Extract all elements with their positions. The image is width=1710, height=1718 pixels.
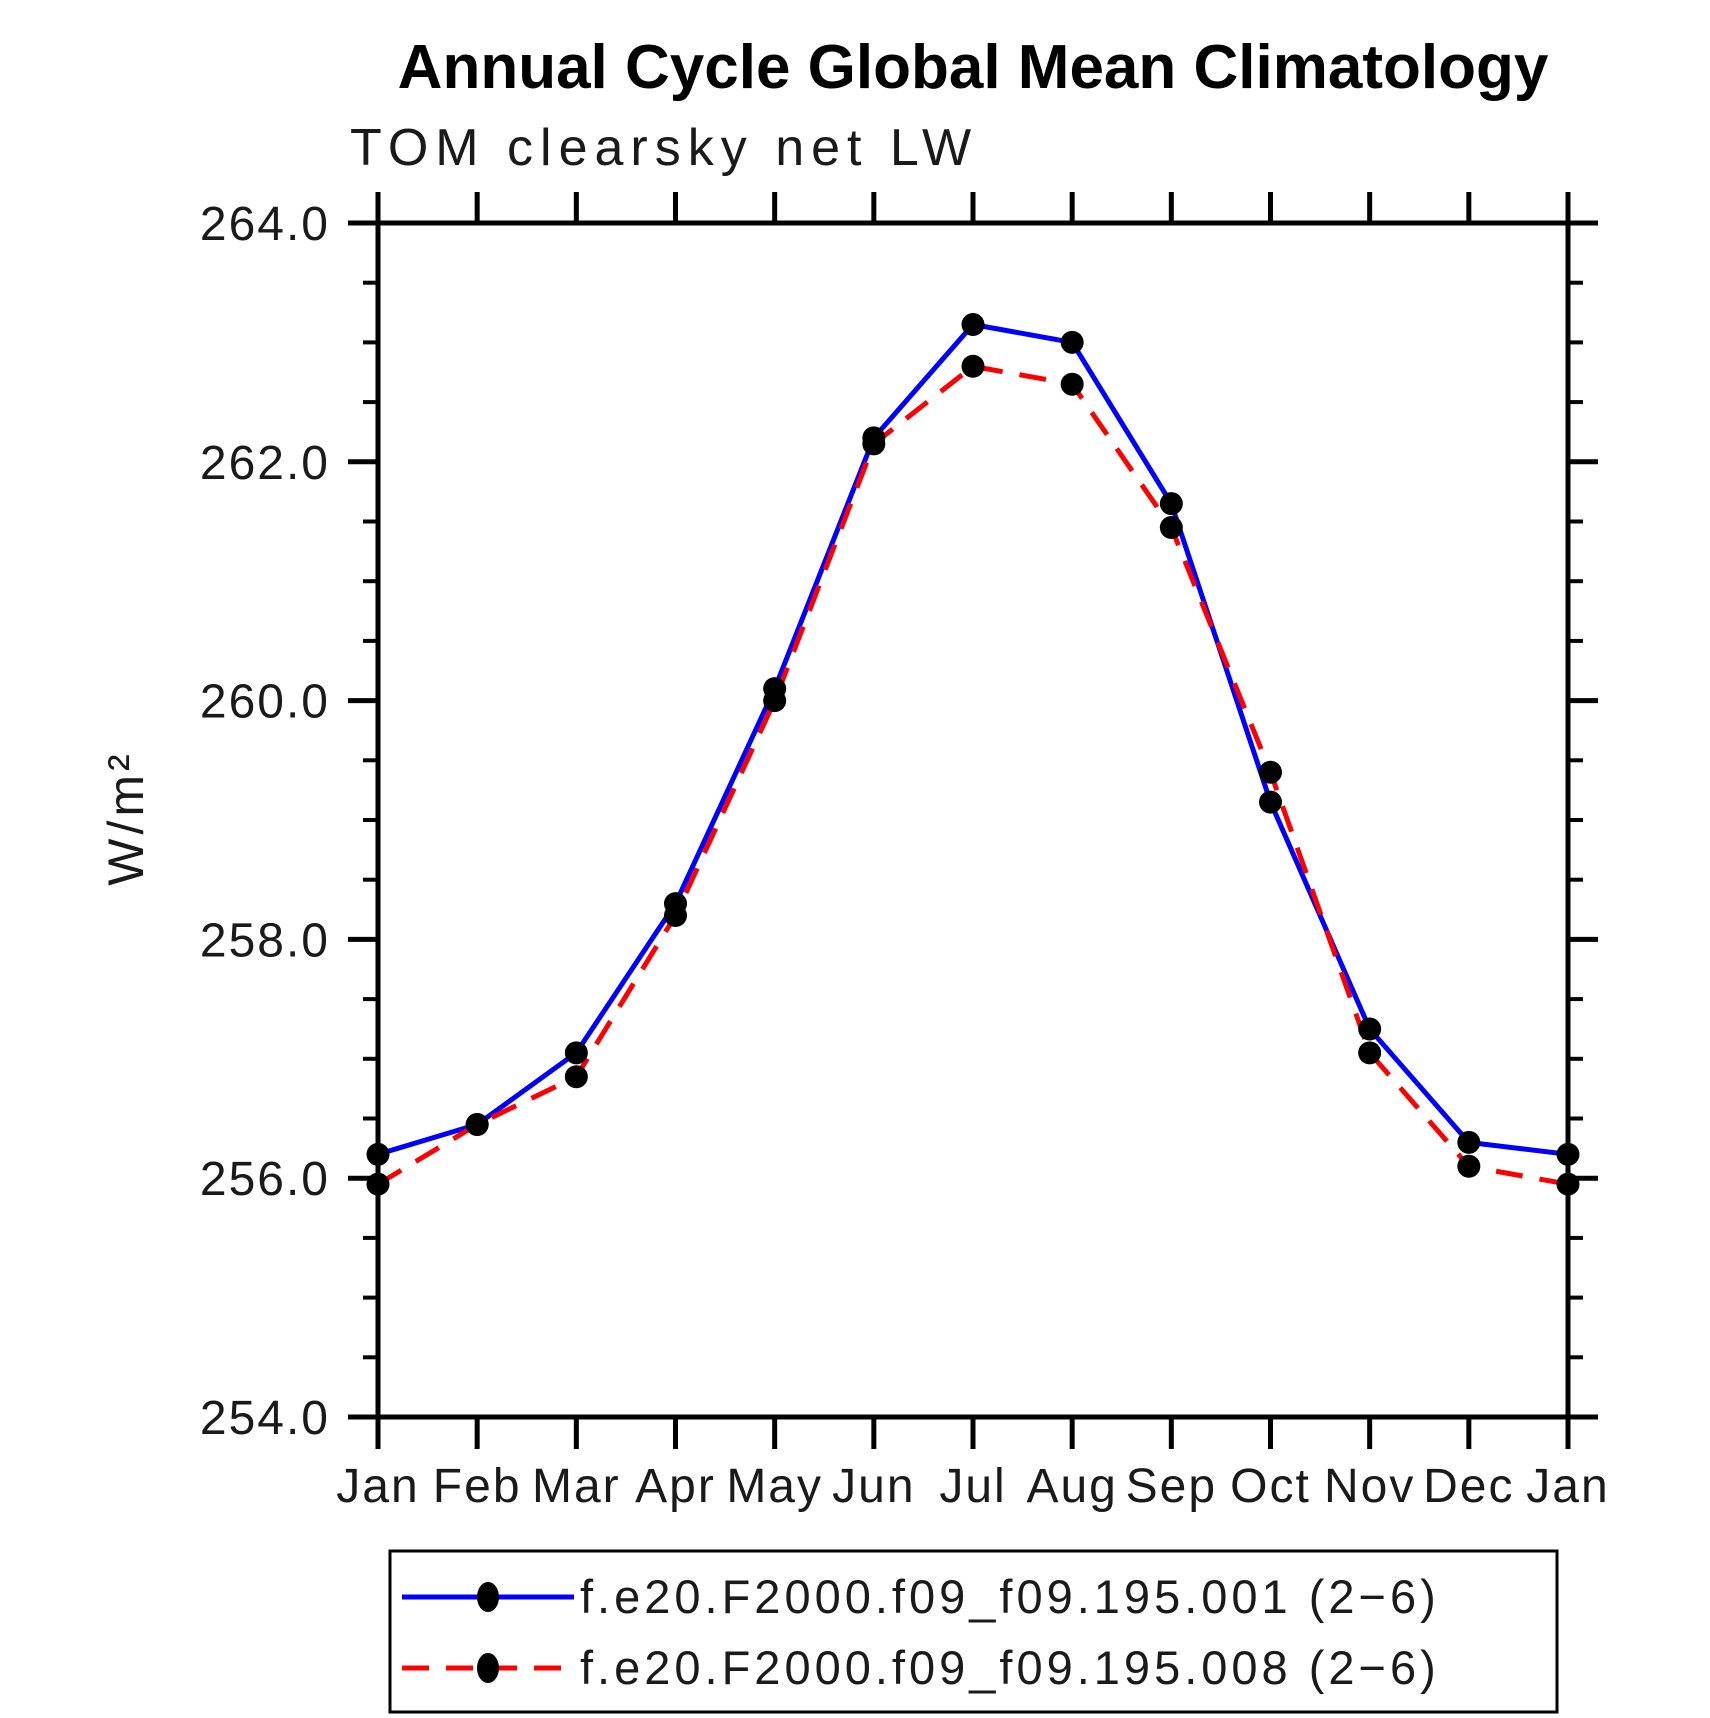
data-series [366, 312, 1580, 1196]
x-tick-label: May [726, 1460, 823, 1513]
data-point [1060, 372, 1084, 396]
data-point [564, 1041, 588, 1065]
chart-title: Annual Cycle Global Mean Climatology [398, 33, 1549, 102]
x-tick-label: Aug [1026, 1460, 1117, 1513]
data-point [465, 1112, 489, 1136]
data-point [366, 1142, 390, 1166]
legend-row-series-1: f.e20.F2000.f09_f09.195.001 (2−6) [402, 1570, 1440, 1623]
x-tick-label: Feb [433, 1460, 522, 1513]
y-axis-label: W/m² [98, 750, 154, 885]
data-point [664, 904, 687, 928]
data-point [1259, 790, 1282, 814]
x-tick-label: Jan [336, 1460, 419, 1513]
axes: 254.0 256.0 258.0 260.0 262.0 264.0 Jan Feb Mar A… [200, 192, 1609, 1513]
y-tick-label: 258.0 [200, 914, 330, 967]
data-point [366, 1172, 390, 1196]
x-tick-label: Jul [939, 1460, 1006, 1513]
x-tick-label: Nov [1324, 1460, 1415, 1513]
legend-row-series-2: f.e20.F2000.f09_f09.195.008 (2−6) [402, 1641, 1440, 1694]
legend-marker-dot [477, 1582, 499, 1612]
data-point [1358, 1017, 1382, 1041]
data-point [1060, 330, 1084, 354]
x-tick-label: Jun [832, 1460, 915, 1513]
data-point [1259, 760, 1282, 784]
legend-label-series-2: f.e20.F2000.f09_f09.195.008 (2−6) [580, 1641, 1440, 1694]
data-point [564, 1065, 588, 1089]
x-tick-label: Mar [532, 1460, 621, 1513]
plot-frame [375, 220, 1571, 1420]
data-point [1556, 1142, 1580, 1166]
data-point [1159, 515, 1183, 539]
x-tick-label: Jan [1526, 1460, 1609, 1513]
data-point [1457, 1154, 1481, 1178]
data-point [961, 354, 985, 378]
legend: f.e20.F2000.f09_f09.195.001 (2−6) f.e20.… [388, 1549, 1559, 1714]
data-point [1457, 1130, 1481, 1154]
data-point [1159, 492, 1183, 516]
data-point [961, 312, 985, 336]
x-tick-label: Dec [1423, 1460, 1514, 1513]
legend-marker-dot [477, 1653, 499, 1683]
x-tick-label: Apr [635, 1460, 716, 1513]
data-point [763, 689, 787, 713]
x-tick-label: Oct [1230, 1460, 1311, 1513]
data-point [862, 432, 886, 456]
chart-subtitle: TOM clearsky net LW [350, 119, 978, 177]
y-tick-label: 254.0 [200, 1392, 330, 1445]
y-tick-label: 264.0 [200, 198, 330, 251]
y-tick-label: 262.0 [200, 437, 330, 490]
y-tick-label: 260.0 [200, 676, 330, 729]
data-point [1358, 1041, 1382, 1065]
series-line-2 [376, 363, 1569, 1187]
data-point [1556, 1172, 1580, 1196]
x-tick-label: Sep [1126, 1460, 1217, 1513]
series-line-1 [377, 321, 1569, 1157]
legend-box [388, 1549, 1559, 1714]
legend-label-series-1: f.e20.F2000.f09_f09.195.001 (2−6) [580, 1570, 1440, 1623]
y-tick-label: 256.0 [200, 1153, 330, 1206]
